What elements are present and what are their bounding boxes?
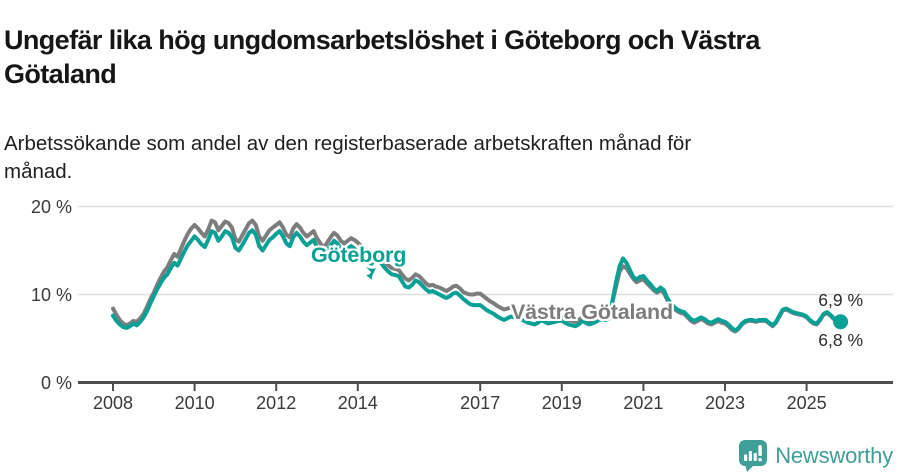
y-tick-label: 10 % — [31, 285, 72, 305]
end-value-label-goteborg: 6,9 % — [818, 290, 863, 310]
x-tick-label: 2008 — [93, 393, 133, 413]
chart-title: Ungefär lika hög ungdomsarbetslöshet i G… — [4, 23, 897, 91]
y-tick-label: 20 % — [31, 197, 72, 217]
chart-subtitle-line-1: Arbetssökande som andel av den registerb… — [4, 131, 692, 155]
x-tick-label: 2019 — [542, 393, 582, 413]
series-label-arrow-icon — [366, 267, 376, 280]
x-tick-label: 2023 — [705, 393, 745, 413]
series-label-vastra-gotaland: Västra Götaland — [511, 300, 673, 324]
chart-title-line-2: Götaland — [4, 59, 117, 90]
series-line-g-teborg — [111, 228, 843, 333]
x-tick-label: 2012 — [256, 393, 296, 413]
series-label-goteborg: Göteborg — [311, 243, 407, 267]
series-endpoint-dot — [833, 314, 849, 330]
x-tick-label: 2025 — [787, 393, 827, 413]
chart-title-line-1: Ungefär lika hög ungdomsarbetslöshet i G… — [4, 25, 760, 56]
newsworthy-logo[interactable]: Newsworthy — [738, 439, 893, 472]
x-tick-label: 2017 — [460, 393, 500, 413]
chart-subtitle: Arbetssökande som andel av den registerb… — [4, 130, 897, 186]
end-value-label-vastra-gotaland: 6,8 % — [818, 330, 863, 350]
y-tick-label: 0 % — [41, 373, 72, 393]
chart-subtitle-line-2: månad. — [4, 159, 73, 183]
x-tick-label: 2014 — [338, 393, 378, 413]
x-tick-label: 2021 — [623, 393, 663, 413]
newsworthy-logo-text: Newsworthy — [775, 442, 893, 468]
newsworthy-logo-icon — [739, 440, 768, 472]
x-tick-label: 2010 — [175, 393, 215, 413]
